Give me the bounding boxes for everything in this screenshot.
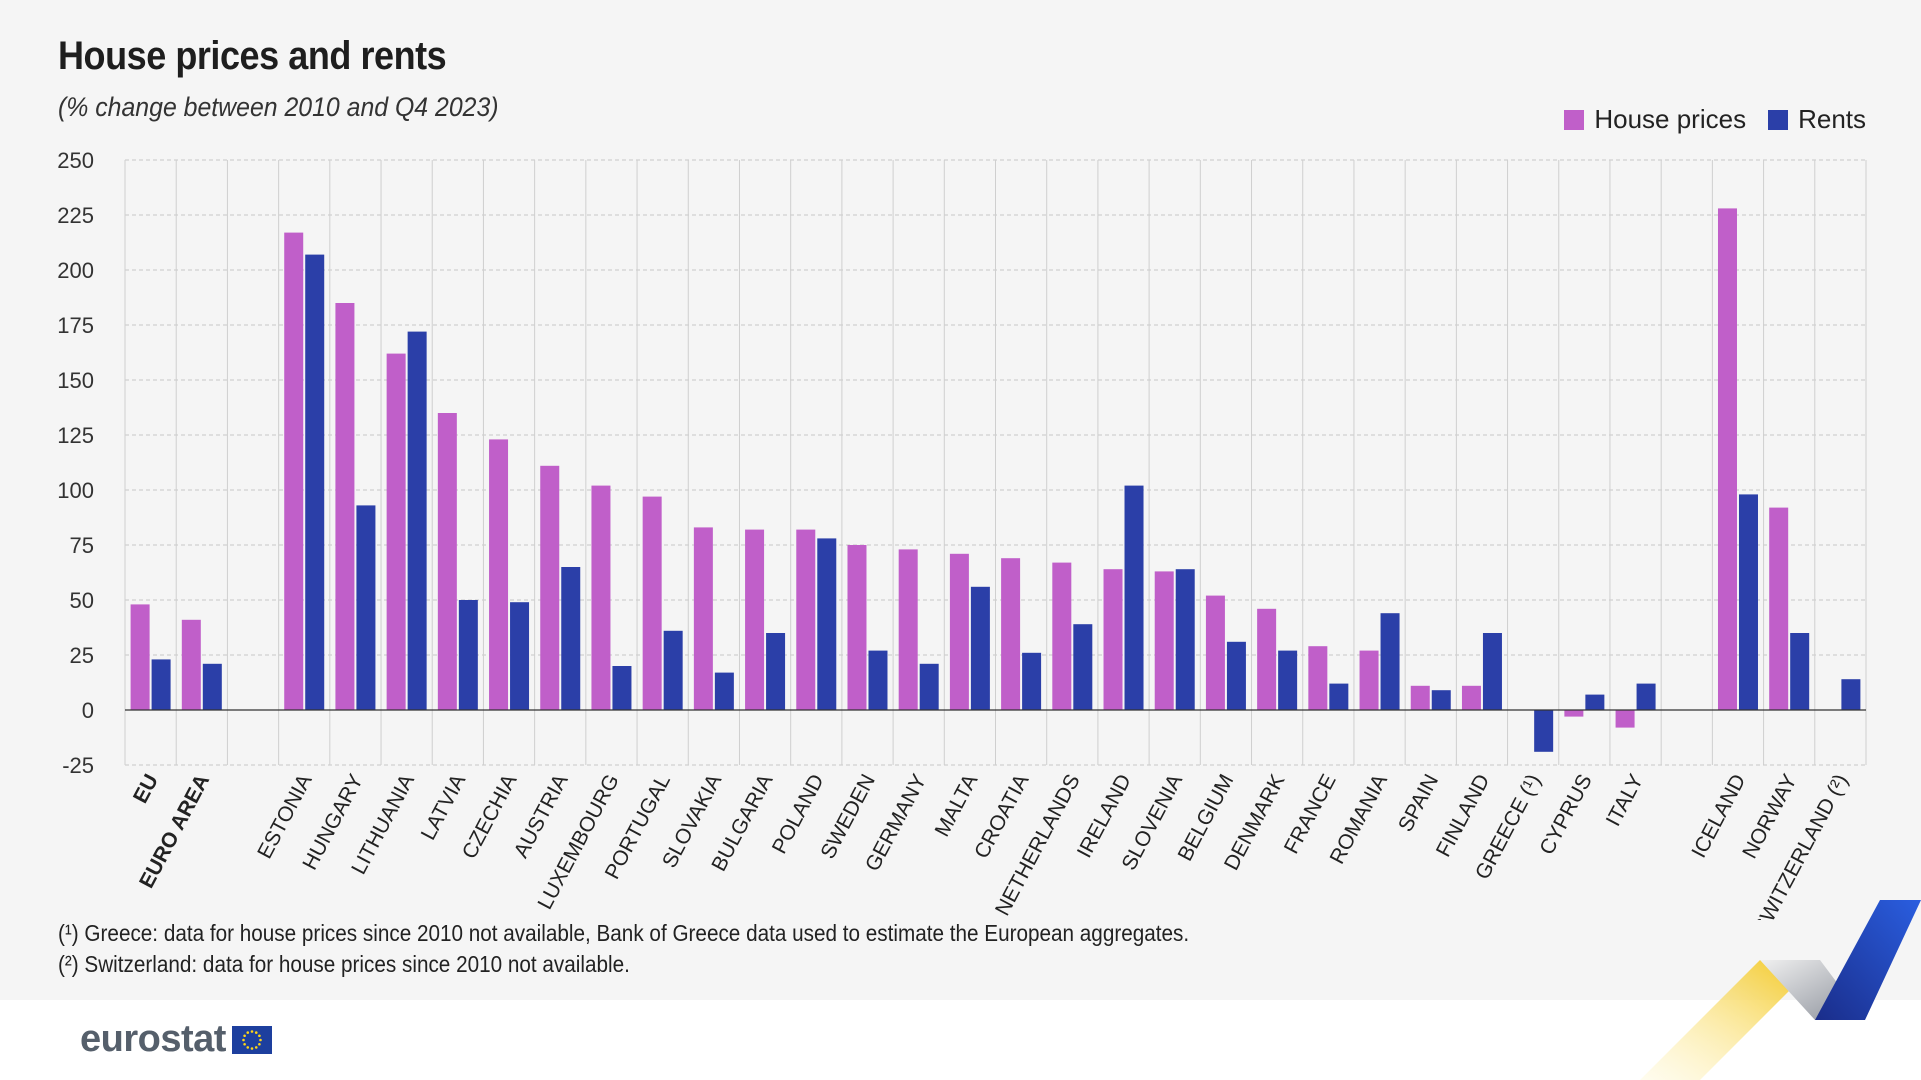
bar-house-prices-denmark xyxy=(1257,608,1277,710)
legend: House prices Rents xyxy=(1542,104,1866,135)
bar-house-prices-latvia xyxy=(437,413,457,710)
footnotes: (¹) Greece: data for house prices since … xyxy=(58,918,1189,980)
bar-house-prices-iceland xyxy=(1717,208,1737,710)
bar-house-prices-croatia xyxy=(1001,558,1021,710)
footnote-greece: (¹) Greece: data for house prices since … xyxy=(58,920,1190,946)
bar-house-prices-ireland xyxy=(1103,569,1123,710)
bar-house-prices-romania xyxy=(1359,650,1379,710)
footnote-switzerland: (²) Switzerland: data for house prices s… xyxy=(58,951,630,977)
bar-rents-germany xyxy=(919,663,939,710)
bar-house-prices-lithuania xyxy=(386,353,406,710)
bar-rents-ireland xyxy=(1124,485,1144,710)
bar-rents-cyprus xyxy=(1585,694,1605,710)
y-tick-label: 25 xyxy=(70,643,94,668)
bar-house-prices-portugal xyxy=(642,496,662,710)
bar-rents-austria xyxy=(561,567,581,710)
bar-rents-sweden xyxy=(868,650,888,710)
bar-rents-denmark xyxy=(1278,650,1298,710)
bar-rents-bulgaria xyxy=(766,633,786,710)
logo-text: eurostat xyxy=(80,1018,226,1060)
bar-rents-latvia xyxy=(458,600,478,710)
bar-rents-euro-area xyxy=(202,663,222,710)
bar-rents-belgium xyxy=(1226,641,1246,710)
bar-rents-portugal xyxy=(663,630,683,710)
x-tick-label: CYPRUS xyxy=(1535,771,1596,859)
bar-rents-france xyxy=(1329,683,1349,710)
chart-subtitle: (% change between 2010 and Q4 2023) xyxy=(58,92,499,122)
bar-house-prices-euro-area xyxy=(181,619,201,710)
y-tick-label: 0 xyxy=(82,698,94,723)
bar-house-prices-luxembourg xyxy=(591,485,611,710)
bar-rents-lithuania xyxy=(407,331,427,710)
bar-house-prices-finland xyxy=(1461,685,1481,710)
chart-title: House prices and rents xyxy=(58,34,447,78)
legend-item-rents: Rents xyxy=(1768,104,1866,135)
bar-rents-romania xyxy=(1380,613,1400,710)
legend-label-house-prices: House prices xyxy=(1594,104,1747,134)
bar-house-prices-poland xyxy=(796,529,816,710)
bar-house-prices-italy xyxy=(1615,710,1635,728)
legend-swatch-rents xyxy=(1768,109,1789,130)
bar-house-prices-bulgaria xyxy=(745,529,765,710)
bar-rents-finland xyxy=(1482,633,1502,710)
bar-house-prices-germany xyxy=(898,549,918,710)
bar-house-prices-estonia xyxy=(284,232,304,710)
bar-house-prices-france xyxy=(1308,646,1328,710)
eurostat-logo: eurostat xyxy=(80,1018,272,1061)
bar-house-prices-norway xyxy=(1769,507,1789,710)
bar-house-prices-spain xyxy=(1410,685,1430,710)
bar-rents-slovakia xyxy=(714,672,734,710)
x-tick-label: EU xyxy=(129,771,163,808)
bar-rents-spain xyxy=(1431,690,1451,710)
bar-house-prices-eu xyxy=(130,604,150,710)
x-tick-label: ITALY xyxy=(1602,771,1648,831)
bar-house-prices-austria xyxy=(540,465,560,710)
bar-rents-czechia xyxy=(510,602,530,710)
legend-item-house-prices: House prices xyxy=(1564,104,1746,135)
y-tick-label: 100 xyxy=(57,478,94,503)
legend-swatch-house-prices xyxy=(1564,109,1585,130)
bar-rents-greece- xyxy=(1534,710,1554,752)
y-tick-label: 125 xyxy=(57,423,94,448)
bar-house-prices-malta xyxy=(949,553,969,710)
bar-house-prices-hungary xyxy=(335,303,355,710)
y-tick-label: 250 xyxy=(57,148,94,173)
bar-rents-switzerland- xyxy=(1841,679,1861,710)
x-tick-label: MALTA xyxy=(931,771,983,841)
bar-house-prices-sweden xyxy=(847,545,867,710)
y-tick-label: 75 xyxy=(70,533,94,558)
decorative-ribbon-icon xyxy=(1640,900,1921,1080)
bar-rents-italy xyxy=(1636,683,1656,710)
x-tick-label: LATVIA xyxy=(417,771,471,844)
legend-label-rents: Rents xyxy=(1798,104,1866,134)
y-tick-label: 50 xyxy=(70,588,94,613)
y-tick-label: 150 xyxy=(57,368,94,393)
eu-flag-icon xyxy=(231,1025,272,1054)
bar-rents-norway xyxy=(1790,633,1810,710)
y-tick-label: 225 xyxy=(57,203,94,228)
y-tick-label: -25 xyxy=(62,753,94,778)
bar-rents-estonia xyxy=(305,254,325,710)
bar-house-prices-slovakia xyxy=(693,527,713,710)
x-tick-label: SPAIN xyxy=(1394,771,1443,836)
bar-rents-hungary xyxy=(356,505,376,710)
bar-rents-poland xyxy=(817,538,837,710)
bar-rents-luxembourg xyxy=(612,666,632,710)
bar-house-prices-cyprus xyxy=(1564,710,1584,717)
bar-rents-slovenia xyxy=(1175,569,1195,710)
bar-house-prices-belgium xyxy=(1205,595,1225,710)
y-tick-label: 200 xyxy=(57,258,94,283)
y-tick-label: 175 xyxy=(57,313,94,338)
bar-rents-iceland xyxy=(1738,494,1758,710)
bar-rents-eu xyxy=(151,659,171,710)
bar-house-prices-netherlands xyxy=(1052,562,1072,710)
bar-house-prices-czechia xyxy=(489,439,509,710)
bar-rents-croatia xyxy=(1022,652,1042,710)
bar-house-prices-slovenia xyxy=(1154,571,1174,710)
bar-rents-netherlands xyxy=(1073,624,1093,710)
bar-rents-malta xyxy=(970,586,990,710)
